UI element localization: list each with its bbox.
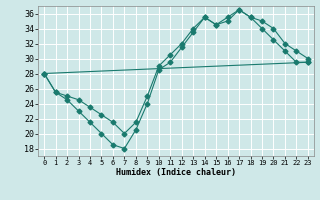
X-axis label: Humidex (Indice chaleur): Humidex (Indice chaleur) bbox=[116, 168, 236, 177]
